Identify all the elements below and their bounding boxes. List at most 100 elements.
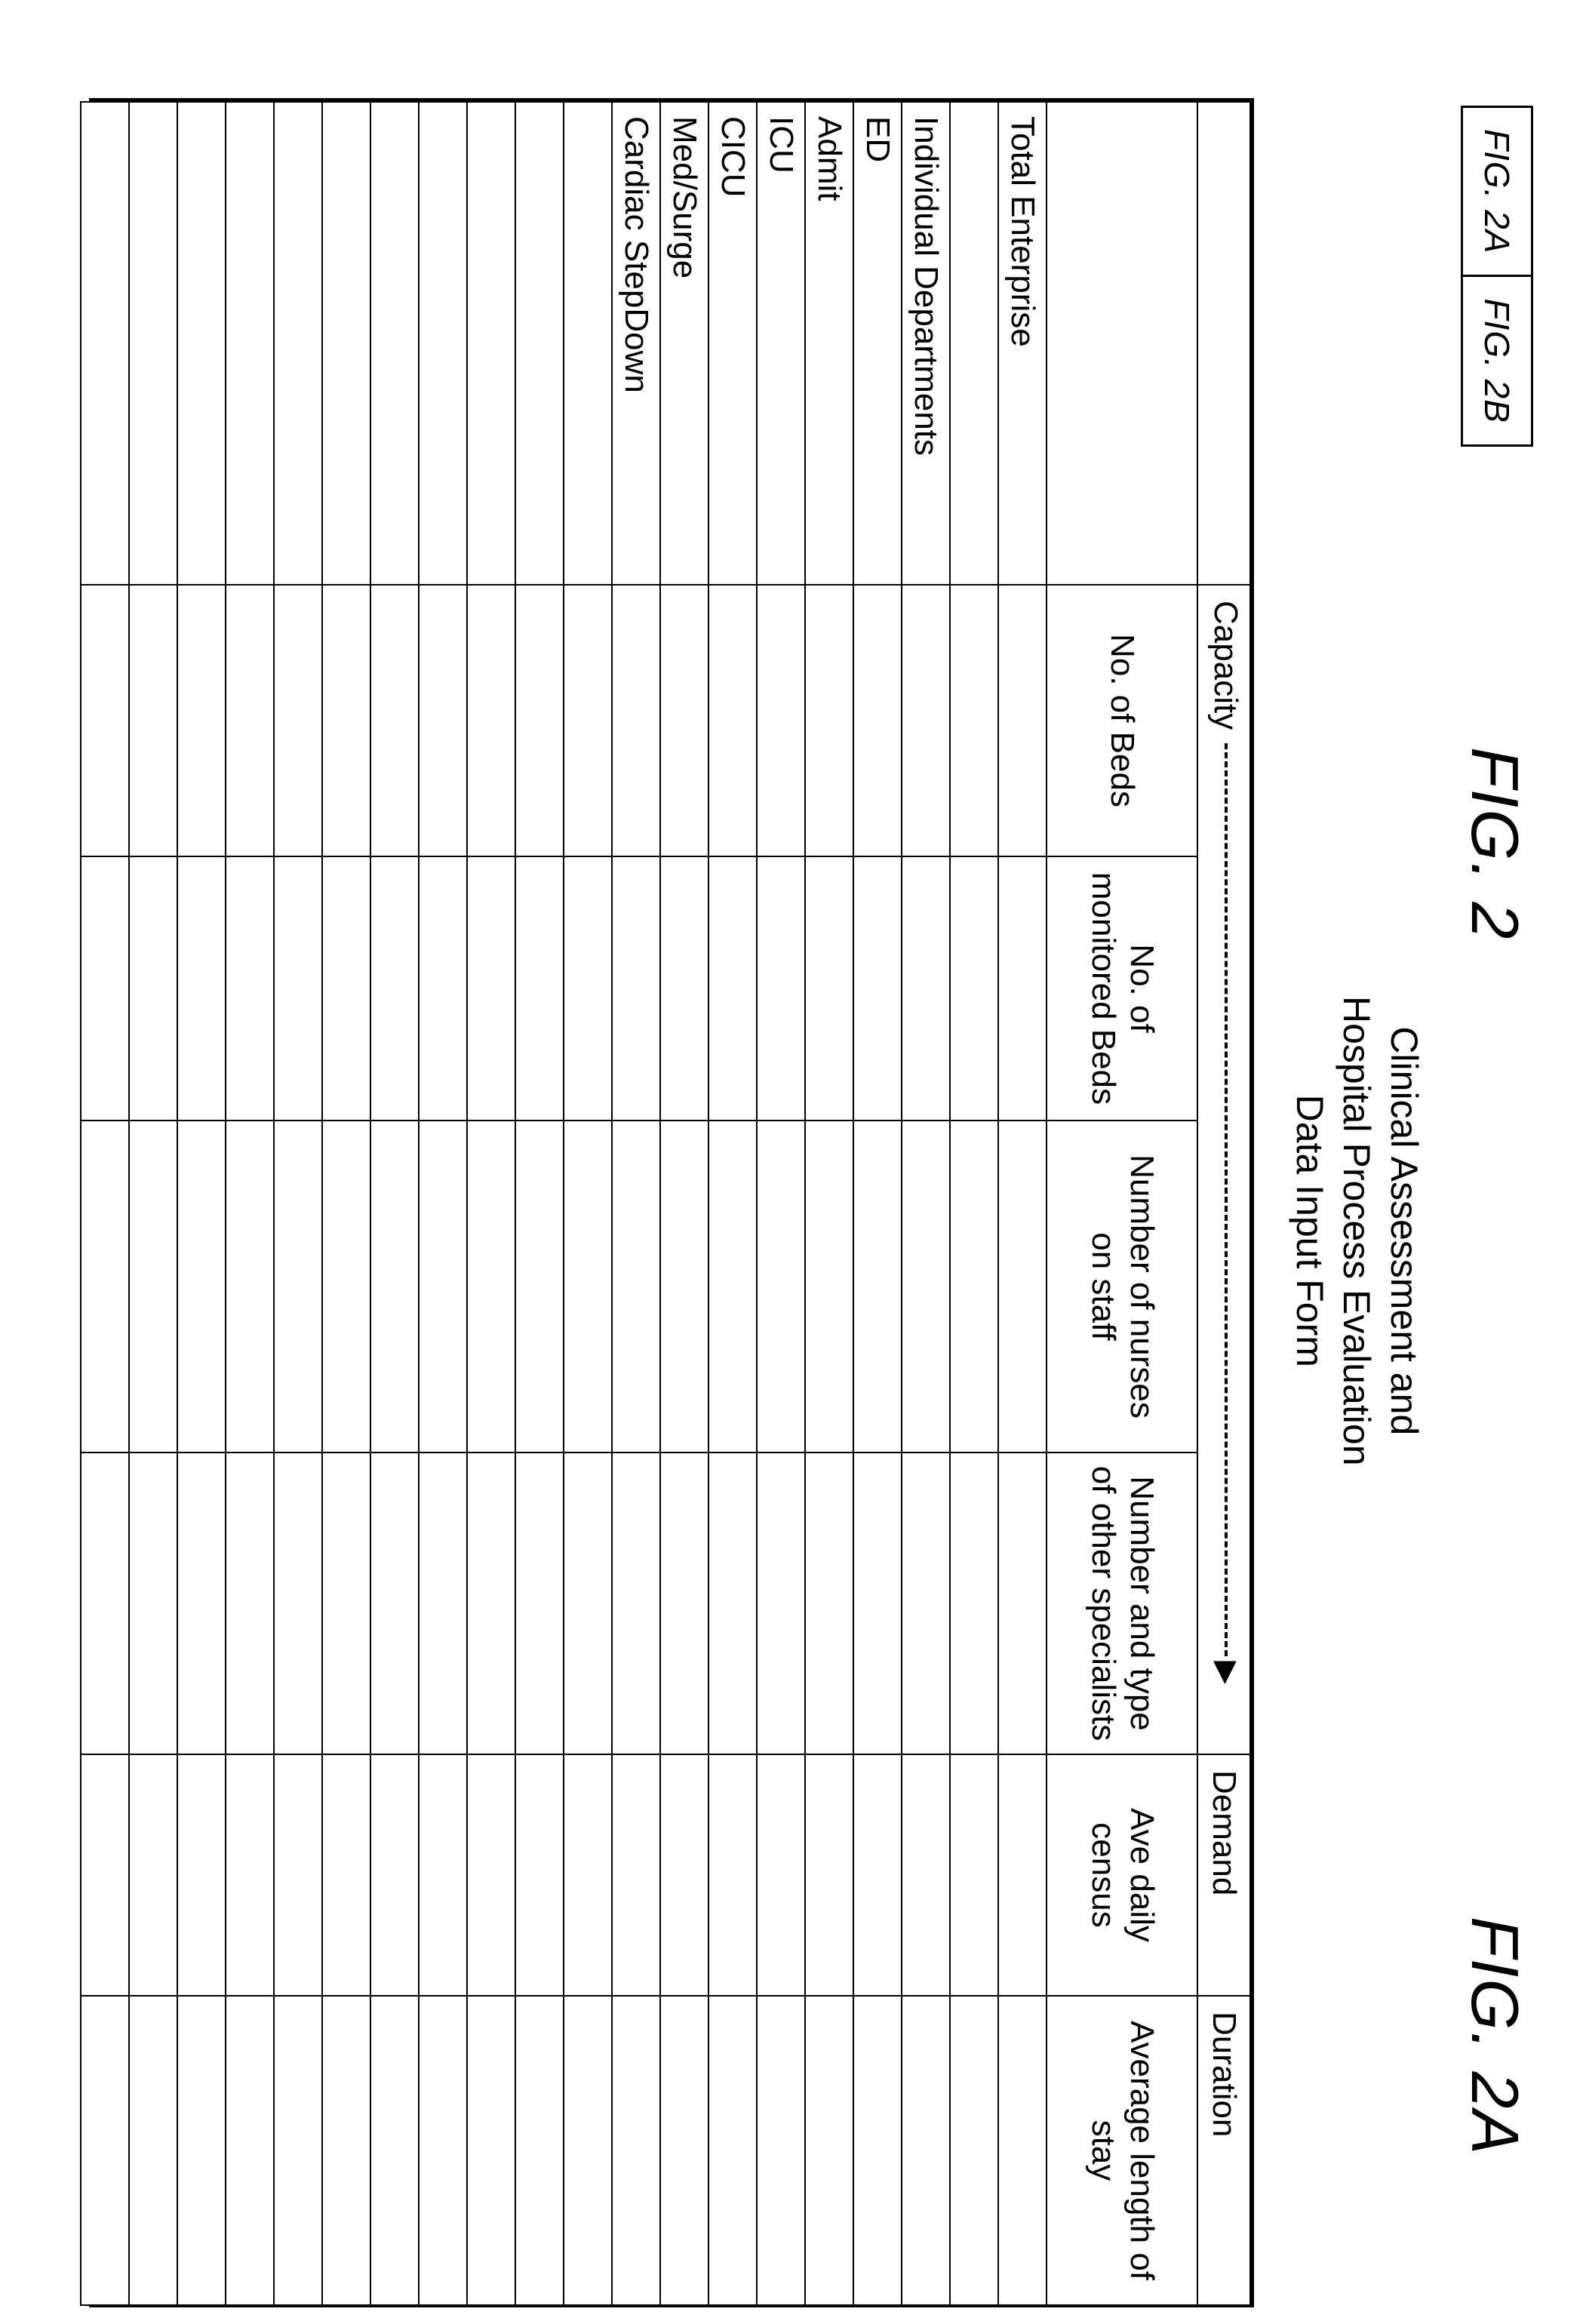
- data-cell[interactable]: [81, 1452, 129, 1754]
- data-cell[interactable]: [805, 1996, 853, 2305]
- data-cell[interactable]: [226, 1452, 274, 1754]
- data-cell[interactable]: [950, 1754, 998, 1996]
- data-cell[interactable]: [322, 856, 370, 1120]
- data-cell[interactable]: [660, 1452, 708, 1754]
- data-cell[interactable]: [564, 1120, 612, 1452]
- data-cell[interactable]: [950, 1120, 998, 1452]
- data-cell[interactable]: [853, 1996, 902, 2305]
- data-cell[interactable]: [564, 1754, 612, 1996]
- data-cell[interactable]: [660, 1120, 708, 1452]
- data-cell[interactable]: [81, 585, 129, 856]
- data-cell[interactable]: [612, 856, 660, 1120]
- data-cell[interactable]: [274, 585, 322, 856]
- data-cell[interactable]: [129, 1452, 177, 1754]
- data-cell[interactable]: [226, 856, 274, 1120]
- data-cell[interactable]: [467, 1996, 515, 2305]
- data-cell[interactable]: [370, 1996, 419, 2305]
- data-cell[interactable]: [129, 1996, 177, 2305]
- data-cell[interactable]: [322, 1754, 370, 1996]
- data-cell[interactable]: [998, 1120, 1047, 1452]
- data-cell[interactable]: [757, 1754, 805, 1996]
- data-cell[interactable]: [660, 856, 708, 1120]
- data-cell[interactable]: [564, 585, 612, 856]
- data-cell[interactable]: [515, 1120, 564, 1452]
- data-cell[interactable]: [757, 1452, 805, 1754]
- data-cell[interactable]: [419, 1120, 467, 1452]
- data-cell[interactable]: [853, 1452, 902, 1754]
- row-label[interactable]: [129, 102, 177, 585]
- data-cell[interactable]: [419, 1996, 467, 2305]
- data-cell[interactable]: [274, 1996, 322, 2305]
- data-cell[interactable]: [226, 585, 274, 856]
- data-cell[interactable]: [515, 585, 564, 856]
- data-cell[interactable]: [419, 585, 467, 856]
- data-cell[interactable]: [226, 1754, 274, 1996]
- data-cell[interactable]: [322, 585, 370, 856]
- data-cell[interactable]: [612, 585, 660, 856]
- data-cell[interactable]: [950, 1996, 998, 2305]
- data-cell[interactable]: [564, 1996, 612, 2305]
- data-cell[interactable]: [467, 1120, 515, 1452]
- data-cell[interactable]: [274, 856, 322, 1120]
- data-cell[interactable]: [81, 1120, 129, 1452]
- data-cell[interactable]: [515, 1996, 564, 2305]
- data-cell[interactable]: [757, 1996, 805, 2305]
- data-cell[interactable]: [564, 1452, 612, 1754]
- data-cell[interactable]: [370, 1754, 419, 1996]
- row-label[interactable]: [81, 102, 129, 585]
- data-cell[interactable]: [274, 1120, 322, 1452]
- data-cell[interactable]: [902, 1120, 950, 1452]
- data-cell[interactable]: [370, 856, 419, 1120]
- data-cell[interactable]: [805, 1452, 853, 1754]
- data-cell[interactable]: [708, 1452, 757, 1754]
- data-cell[interactable]: [853, 1754, 902, 1996]
- row-label[interactable]: [322, 102, 370, 585]
- data-cell[interactable]: [370, 1452, 419, 1754]
- data-cell[interactable]: [998, 856, 1047, 1120]
- data-cell[interactable]: [998, 585, 1047, 856]
- data-cell[interactable]: [467, 856, 515, 1120]
- data-cell[interactable]: [757, 585, 805, 856]
- data-cell[interactable]: [902, 585, 950, 856]
- row-label[interactable]: [177, 102, 226, 585]
- data-cell[interactable]: [612, 1452, 660, 1754]
- data-cell[interactable]: [467, 1452, 515, 1754]
- row-label[interactable]: [515, 102, 564, 585]
- data-cell[interactable]: [177, 585, 226, 856]
- data-cell[interactable]: [81, 1754, 129, 1996]
- data-cell[interactable]: [612, 1120, 660, 1452]
- data-cell[interactable]: [708, 1754, 757, 1996]
- data-cell[interactable]: [177, 1996, 226, 2305]
- data-cell[interactable]: [757, 856, 805, 1120]
- data-cell[interactable]: [177, 1754, 226, 1996]
- data-cell[interactable]: [226, 1996, 274, 2305]
- data-cell[interactable]: [612, 1996, 660, 2305]
- data-cell[interactable]: [853, 856, 902, 1120]
- data-cell[interactable]: [660, 1996, 708, 2305]
- data-cell[interactable]: [950, 1452, 998, 1754]
- data-cell[interactable]: [853, 585, 902, 856]
- data-cell[interactable]: [370, 1120, 419, 1452]
- data-cell[interactable]: [81, 1996, 129, 2305]
- data-cell[interactable]: [322, 1120, 370, 1452]
- data-cell[interactable]: [419, 856, 467, 1120]
- data-cell[interactable]: [805, 585, 853, 856]
- data-cell[interactable]: [564, 856, 612, 1120]
- data-cell[interactable]: [805, 856, 853, 1120]
- data-cell[interactable]: [902, 1996, 950, 2305]
- data-cell[interactable]: [419, 1754, 467, 1996]
- data-cell[interactable]: [708, 1996, 757, 2305]
- data-cell[interactable]: [950, 585, 998, 856]
- row-label[interactable]: ED: [853, 102, 902, 585]
- data-cell[interactable]: [708, 856, 757, 1120]
- data-cell[interactable]: [660, 585, 708, 856]
- data-cell[interactable]: [226, 1120, 274, 1452]
- data-cell[interactable]: [515, 1754, 564, 1996]
- data-cell[interactable]: [853, 1120, 902, 1452]
- row-label[interactable]: [950, 102, 998, 585]
- data-cell[interactable]: [129, 1120, 177, 1452]
- data-cell[interactable]: [129, 856, 177, 1120]
- data-cell[interactable]: [805, 1120, 853, 1452]
- data-cell[interactable]: [370, 585, 419, 856]
- row-label[interactable]: [370, 102, 419, 585]
